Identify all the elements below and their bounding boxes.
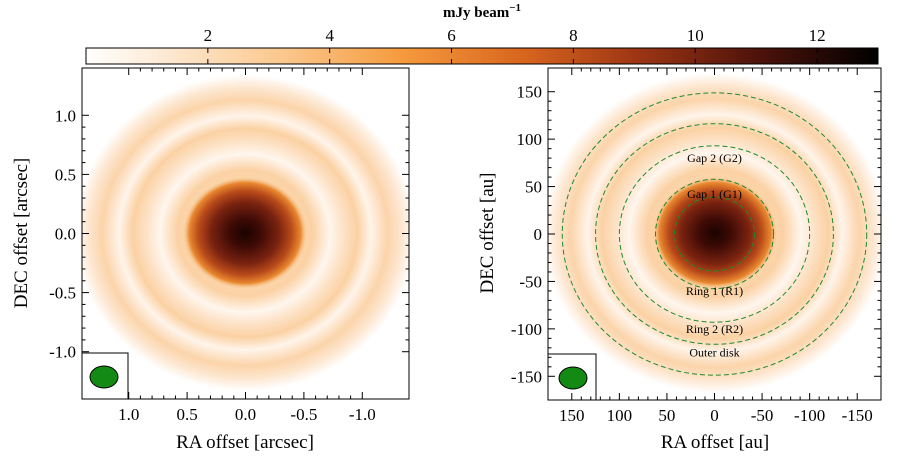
ring-ellipse — [595, 123, 834, 345]
ring-annotation: Outer disk — [689, 346, 739, 360]
y-tick-label: 0.5 — [55, 165, 76, 184]
right-xlabel: RA offset [au] — [661, 432, 769, 453]
x-tick-label: 0.5 — [176, 405, 197, 424]
ring-ellipse — [674, 196, 755, 272]
left-axes: 1.0 0.5 0.0 -0.5 -1.0 -1.0 -0.5 0.0 0.5 1.0 — [49, 68, 409, 424]
y-tick-label: 100 — [517, 130, 543, 149]
colorbar-tick-label: 2 — [204, 26, 213, 45]
colorbar-tick-label: 8 — [569, 26, 578, 45]
right-beam — [547, 353, 597, 401]
y-tick-label: -1.0 — [49, 343, 76, 362]
y-tick-label: 1.0 — [55, 106, 76, 125]
ring-annotations: Gap 2 (G2) Gap 1 (G1) Ring 1 (R1) Ring 2 (R… — [686, 151, 743, 359]
y-tick-label: 0.0 — [55, 225, 76, 244]
colorbar-gradient — [85, 47, 879, 65]
y-tick-label: 50 — [525, 178, 542, 197]
beam-ellipse-right — [558, 366, 588, 390]
x-tick-label: 1.0 — [118, 405, 139, 424]
core-emission-left — [183, 177, 307, 289]
y-tick-label: -50 — [519, 272, 542, 291]
x-tick-label: 100 — [607, 406, 633, 425]
right-panel: Gap 2 (G2) Gap 1 (G1) Ring 1 (R1) Ring 2 (R… — [477, 67, 882, 453]
colorbar-tick-label: 12 — [809, 26, 826, 45]
y-tick-label: -0.5 — [49, 284, 76, 303]
colorbar-tick-label: 10 — [687, 26, 704, 45]
ring-ellipse — [618, 145, 811, 323]
y-tick-label: 150 — [517, 83, 543, 102]
ring-annotation: Gap 1 (G1) — [687, 187, 742, 201]
y-tick-label: -100 — [511, 320, 542, 339]
x-tick-label: 150 — [559, 406, 585, 425]
x-tick-label: -100 — [794, 406, 825, 425]
x-tick-label: -0.5 — [290, 405, 317, 424]
y-tick-label: -150 — [511, 367, 542, 386]
core-emission-right — [653, 177, 777, 289]
ring-annotation: Ring 2 (R2) — [686, 322, 743, 336]
right-axes: 150 100 50 0 -50 -100 -150 -150 -100 -50 0 50 100 150 — [511, 68, 881, 425]
left-panel: 1.0 0.5 0.0 -0.5 -1.0 -1.0 -0.5 0.0 0.5 1.0 RA of… — [11, 67, 410, 453]
x-tick-label: -1.0 — [349, 405, 376, 424]
x-tick-label: 0 — [710, 406, 719, 425]
y-tick-label: 0 — [534, 225, 543, 244]
left-ylabel: DEC offset [arcsec] — [11, 158, 32, 309]
colorbar-tick-label: 6 — [447, 26, 456, 45]
colorbar-ticks: 2 4 6 8 10 12 — [204, 26, 826, 64]
right-ylabel: DEC offset [au] — [477, 172, 498, 293]
ring-ellipses — [561, 92, 868, 376]
ring-annotation: Gap 2 (G2) — [687, 151, 742, 165]
ring-ellipse — [561, 92, 868, 376]
colorbar-label: mJy beam−1 — [443, 2, 521, 21]
x-tick-label: 0.0 — [235, 405, 256, 424]
ring-ellipse — [655, 178, 774, 290]
left-xlabel: RA offset [arcsec] — [176, 432, 314, 453]
colorbar-tick-label: 4 — [325, 26, 334, 45]
beam-ellipse-left — [89, 365, 119, 389]
ring-annotation: Ring 1 (R1) — [686, 284, 743, 298]
x-tick-label: 50 — [658, 406, 675, 425]
colorbar: mJy beam−1 2 4 6 8 10 12 — [85, 2, 879, 65]
x-tick-label: -150 — [842, 406, 873, 425]
x-tick-label: -50 — [751, 406, 774, 425]
left-beam — [81, 352, 129, 400]
